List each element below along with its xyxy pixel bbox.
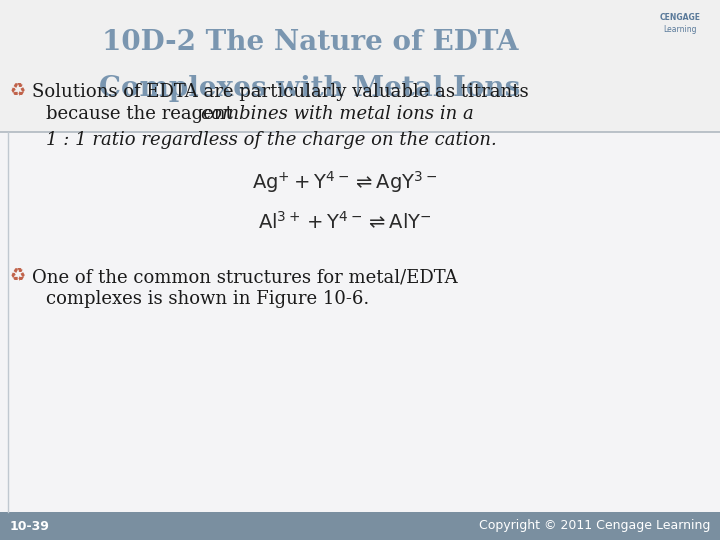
Text: complexes is shown in Figure 10-6.: complexes is shown in Figure 10-6. (46, 290, 369, 308)
Text: Copyright © 2011 Cengage Learning: Copyright © 2011 Cengage Learning (479, 519, 710, 532)
Text: Learning: Learning (663, 25, 697, 35)
Bar (0, 132, 720, 512)
Text: ♻: ♻ (10, 83, 26, 101)
Text: ♻: ♻ (10, 268, 26, 286)
Text: $\mathrm{Al^{3+} + Y^{4-} \rightleftharpoons AlY^{-}}$: $\mathrm{Al^{3+} + Y^{4-} \rightleftharp… (258, 211, 432, 233)
Text: CENGAGE: CENGAGE (660, 14, 701, 23)
Text: One of the common structures for metal/EDTA: One of the common structures for metal/E… (32, 268, 458, 286)
Bar (0, 0, 720, 132)
Text: Complexes with Metal Ions: Complexes with Metal Ions (99, 75, 521, 102)
Text: 1 : 1 ratio regardless of the charge on the cation.: 1 : 1 ratio regardless of the charge on … (46, 131, 497, 149)
Bar (0, 512, 720, 540)
Text: 10-39: 10-39 (10, 519, 50, 532)
Text: $\mathrm{Ag^{+} + Y^{4-} \rightleftharpoons AgY^{3-}}$: $\mathrm{Ag^{+} + Y^{4-} \rightleftharpo… (253, 169, 438, 195)
Text: because the reagent: because the reagent (46, 105, 238, 123)
Text: 10D-2 The Nature of EDTA: 10D-2 The Nature of EDTA (102, 29, 518, 56)
Text: combines with metal ions in a: combines with metal ions in a (201, 105, 474, 123)
Text: Solutions of EDTA are particularly valuable as titrants: Solutions of EDTA are particularly valua… (32, 83, 528, 101)
